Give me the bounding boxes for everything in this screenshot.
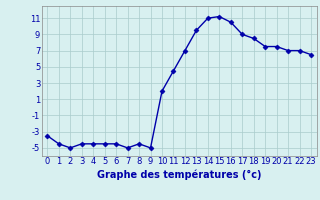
X-axis label: Graphe des températures (°c): Graphe des températures (°c) bbox=[97, 169, 261, 180]
